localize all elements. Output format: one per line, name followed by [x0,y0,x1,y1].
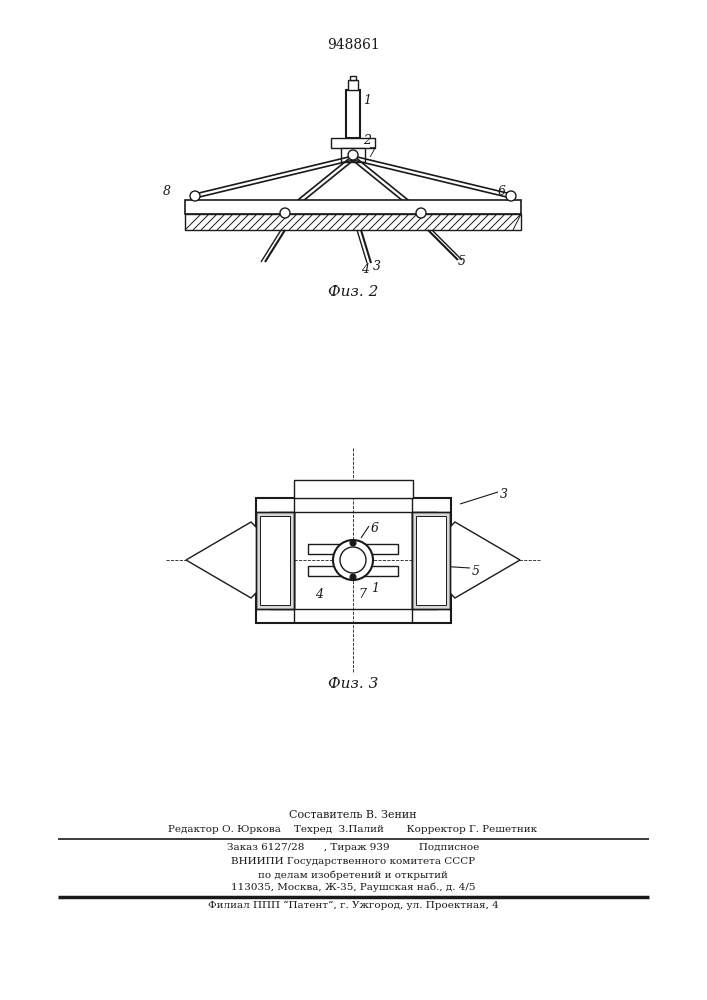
Text: 5: 5 [458,255,466,268]
Circle shape [333,540,373,580]
Bar [348,80,358,90]
Text: 1: 1 [363,94,371,107]
Text: Заказ 6127/28      , Тираж 939         Подписное: Заказ 6127/28 , Тираж 939 Подписное [227,843,479,852]
Bar [256,512,294,609]
Text: 4: 4 [315,588,323,601]
Bar [346,90,360,138]
Circle shape [340,547,366,573]
Bar [270,512,437,609]
Bar [308,566,398,576]
Circle shape [280,208,290,218]
Circle shape [350,540,356,546]
Text: 948861: 948861 [327,38,380,52]
Bar [256,498,451,623]
Bar [260,516,290,605]
Bar [412,512,450,609]
Bar [416,516,446,605]
Text: 3: 3 [500,488,508,501]
Circle shape [416,208,426,218]
Text: 113035, Москва, Ж-35, Раушская наб., д. 4/5: 113035, Москва, Ж-35, Раушская наб., д. … [230,883,475,892]
Circle shape [506,191,516,201]
Bar [185,200,521,214]
Text: Физ. 2: Физ. 2 [328,285,378,299]
Circle shape [348,150,358,160]
Circle shape [190,191,200,201]
Bar [331,138,375,148]
Text: по делам изобретений и открытий: по делам изобретений и открытий [258,870,448,880]
Text: 3: 3 [373,260,381,273]
Text: 7: 7 [358,588,366,601]
Text: Редактор О. Юркова    Техред  З.Палий       Корректор Г. Решетник: Редактор О. Юркова Техред З.Палий Коррек… [168,825,537,834]
Text: Составитель В. Зенин: Составитель В. Зенин [289,810,417,820]
Bar [341,148,365,162]
Text: 1: 1 [371,582,379,595]
Bar [185,214,521,230]
Text: ВНИИПИ Государственного комитета СССР: ВНИИПИ Государственного комитета СССР [231,857,475,866]
Text: Физ. 3: Физ. 3 [328,677,378,691]
Bar [256,512,294,609]
Text: 6: 6 [371,522,379,535]
Bar [350,76,356,80]
Text: 6: 6 [498,185,506,198]
Bar [308,544,398,554]
Text: 5: 5 [472,565,480,578]
Text: 7: 7 [367,147,375,160]
Polygon shape [417,522,520,598]
Text: Филиал ППП “Патент”, г. Ужгород, ул. Проектная, 4: Филиал ППП “Патент”, г. Ужгород, ул. Про… [208,901,498,910]
Text: 2: 2 [363,134,371,147]
Text: 4: 4 [361,263,369,276]
Bar [294,480,413,498]
Bar [412,512,450,609]
Text: 8: 8 [163,185,171,198]
Circle shape [350,574,356,580]
Polygon shape [186,522,289,598]
